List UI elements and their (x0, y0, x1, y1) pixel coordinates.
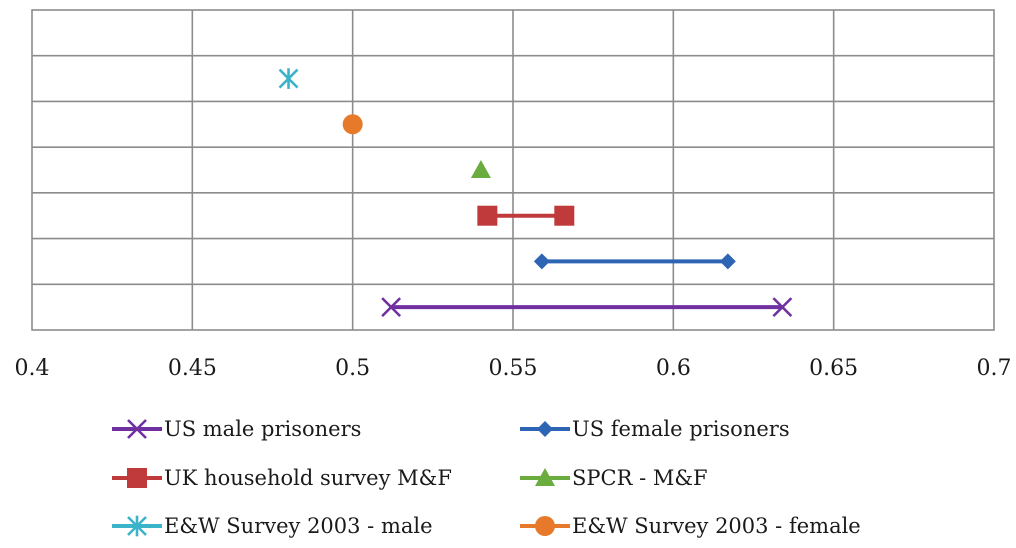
x-tick-label: 0.5 (335, 356, 370, 381)
data-point-marker (533, 253, 550, 270)
legend-label: UK household survey M&F (164, 466, 452, 490)
series (278, 68, 299, 89)
x-tick-label: 0.6 (656, 356, 691, 381)
legend-entry: US female prisoners (520, 417, 790, 441)
x-tick-label: 0.7 (977, 356, 1012, 381)
x-tick-label: 0.45 (168, 356, 217, 381)
data-series (278, 68, 793, 318)
x-tick-label: 0.65 (809, 356, 858, 381)
data-point-marker (535, 468, 555, 486)
data-point-marker (342, 114, 363, 135)
legend-label: SPCR - M&F (572, 466, 708, 490)
data-point-marker (772, 297, 793, 318)
legend-label: US male prisoners (164, 417, 361, 441)
plot-grid (31, 9, 995, 331)
data-point-marker (719, 253, 736, 270)
data-point-marker (535, 516, 555, 536)
series (470, 160, 491, 178)
data-point-marker (554, 205, 575, 226)
legend-entry: UK household survey M&F (112, 466, 452, 490)
data-point-marker (470, 160, 491, 178)
data-point-marker (537, 421, 553, 437)
legend-label: E&W Survey 2003 - female (572, 514, 861, 538)
legend-label: E&W Survey 2003 - male (164, 514, 433, 538)
legend-entry: SPCR - M&F (520, 466, 708, 490)
data-point-marker (127, 468, 147, 488)
legend-entry: E&W Survey 2003 - male (112, 514, 433, 538)
series (477, 205, 575, 226)
data-point-marker (127, 419, 147, 439)
data-point-marker (477, 205, 498, 226)
data-point-marker (381, 297, 402, 318)
x-tick-label: 0.4 (15, 356, 50, 381)
series (533, 253, 736, 270)
data-point-marker (278, 68, 299, 89)
data-point-marker (127, 515, 147, 537)
series (381, 297, 793, 318)
series (342, 114, 363, 135)
x-tick-label: 0.55 (489, 356, 538, 381)
legend-label: US female prisoners (572, 417, 790, 441)
x-axis-tick-labels: 0.4 0.45 0.5 0.55 0.6 0.65 0.7 (15, 356, 1012, 381)
legend-entry: US male prisoners (112, 417, 361, 441)
legend: US male prisoners US female prisoners UK h… (112, 417, 861, 538)
legend-entry: E&W Survey 2003 - female (520, 514, 861, 538)
